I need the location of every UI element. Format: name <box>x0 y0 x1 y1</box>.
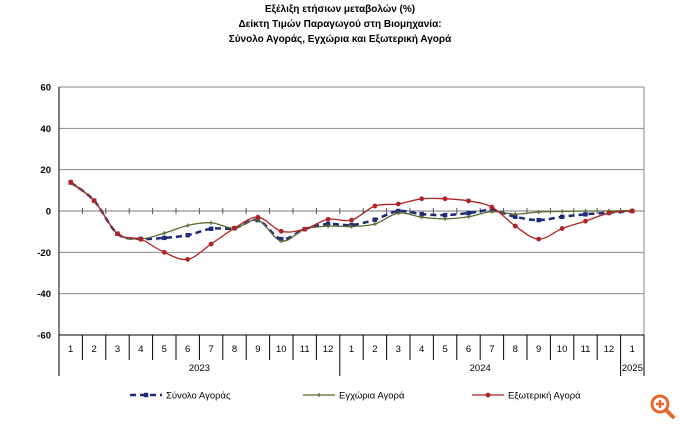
series-line <box>70 182 633 242</box>
x-tick-label: 6 <box>466 344 471 355</box>
x-tick-label: 9 <box>536 344 541 355</box>
data-point-marker <box>161 249 167 255</box>
data-point-marker <box>325 216 331 222</box>
data-point-marker <box>395 201 401 207</box>
y-tick-label: -20 <box>37 248 51 259</box>
chart-title-line-1: Εξέλιξη ετήσιων μεταβολών (%) <box>264 4 416 15</box>
x-tick-label: 5 <box>442 344 447 355</box>
x-tick-label: 10 <box>557 344 568 355</box>
data-point-marker <box>325 221 331 227</box>
data-point-marker <box>185 256 191 262</box>
data-point-marker <box>466 210 471 216</box>
data-point-marker <box>419 196 425 202</box>
data-point-marker <box>349 217 354 223</box>
data-point-marker <box>185 232 190 238</box>
x-tick-label: 5 <box>162 344 167 355</box>
legend-label: Εξωτερική Αγορά <box>508 391 581 402</box>
y-tick-label: -60 <box>37 331 51 342</box>
chart-title-line-3: Σύνολο Αγοράς, Εγχώρια και Εξωτερική Αγο… <box>228 34 452 45</box>
data-point-marker <box>442 212 448 218</box>
x-tick-label: 12 <box>323 344 334 355</box>
x-tick-label: 9 <box>255 344 260 355</box>
data-point-marker <box>255 214 261 220</box>
y-tick-label: -40 <box>37 289 51 300</box>
chart-title-line-2: Δείκτη Τιμών Παραγωγού στη Βιομηχανία: <box>238 19 442 30</box>
y-tick-label: 20 <box>40 165 51 176</box>
year-label: 2023 <box>189 363 210 374</box>
data-point-marker <box>302 226 308 232</box>
zoom-in-icon[interactable] <box>648 392 678 420</box>
data-point-marker <box>606 210 612 216</box>
data-point-marker <box>559 226 565 231</box>
data-point-marker <box>442 196 448 202</box>
y-tick-label: 60 <box>40 83 51 94</box>
x-tick-label: 2 <box>91 344 96 355</box>
y-tick-label: 40 <box>40 124 51 135</box>
data-point-marker <box>91 198 97 204</box>
data-point-marker <box>278 228 284 234</box>
data-point-marker <box>162 235 167 241</box>
x-tick-label: 6 <box>185 344 190 355</box>
data-point-marker <box>143 392 149 398</box>
data-point-marker <box>419 211 424 217</box>
data-point-marker <box>559 214 565 219</box>
x-tick-label: 2 <box>372 344 377 355</box>
data-point-marker <box>629 208 635 214</box>
data-point-marker <box>232 225 237 231</box>
data-point-marker <box>512 223 518 229</box>
data-point-marker <box>513 214 518 219</box>
data-point-marker <box>372 217 378 222</box>
x-tick-label: 11 <box>300 344 310 355</box>
x-tick-label: 1 <box>630 344 635 355</box>
x-tick-label: 12 <box>604 344 615 355</box>
x-tick-label: 4 <box>138 344 143 355</box>
x-tick-label: 8 <box>513 344 518 355</box>
data-point-marker <box>536 217 541 223</box>
x-tick-label: 7 <box>208 344 213 355</box>
data-point-marker <box>279 236 284 242</box>
x-tick-label: 10 <box>276 344 287 355</box>
data-point-marker <box>208 241 214 247</box>
data-point-marker <box>536 236 542 242</box>
data-point-marker <box>583 212 588 217</box>
data-point-marker <box>396 208 401 214</box>
x-tick-label: 1 <box>349 344 354 355</box>
data-point-marker <box>466 198 471 204</box>
data-point-marker <box>489 204 495 210</box>
data-point-marker <box>208 226 214 231</box>
data-point-marker <box>583 218 588 224</box>
x-tick-label: 8 <box>232 344 237 355</box>
year-label: 2024 <box>470 363 491 374</box>
data-point-marker <box>372 203 378 209</box>
legend-label: Σύνολο Αγοράς <box>166 391 231 402</box>
x-tick-label: 11 <box>581 344 591 355</box>
x-tick-label: 1 <box>68 344 73 355</box>
y-tick-label: 0 <box>46 207 51 218</box>
data-point-marker <box>485 392 491 398</box>
legend-label: Εγχώρια Αγορά <box>339 391 405 402</box>
data-point-marker <box>115 231 120 237</box>
x-tick-label: 4 <box>419 344 424 355</box>
x-tick-label: 3 <box>396 344 401 355</box>
data-point-marker <box>138 236 144 242</box>
x-tick-label: 7 <box>489 344 494 355</box>
year-label: 2025 <box>622 363 643 374</box>
x-tick-label: 3 <box>115 344 120 355</box>
data-point-marker <box>68 179 74 185</box>
